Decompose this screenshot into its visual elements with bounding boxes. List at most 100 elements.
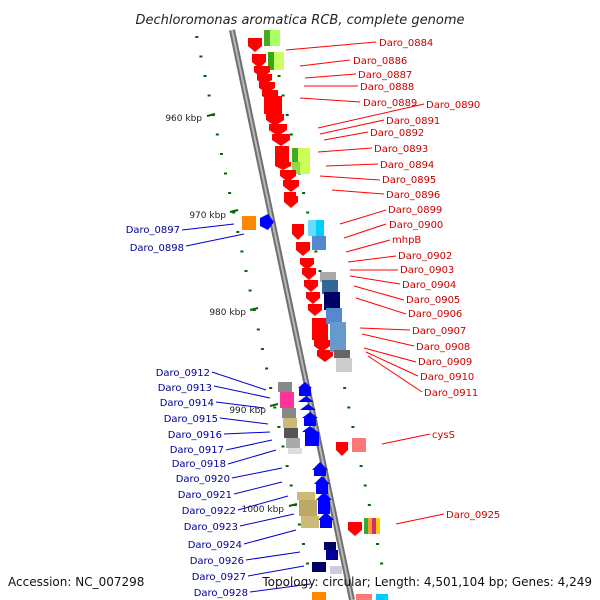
forward-gene-labels: Daro_0884 Daro_0886 Daro_0887 Daro_0888 … <box>353 38 500 521</box>
forward-strand-features <box>248 30 388 600</box>
gene-label-forward[interactable]: cysS <box>432 430 455 441</box>
gene-label-forward[interactable]: Daro_0909 <box>418 357 472 368</box>
gene-label-forward[interactable]: Daro_0894 <box>380 160 434 171</box>
gene-label-reverse[interactable]: Daro_0924 <box>188 540 242 551</box>
minor-tick <box>252 309 256 311</box>
minor-tick <box>289 133 293 136</box>
minor-tick <box>215 133 219 136</box>
minor-tick <box>343 387 347 389</box>
minor-tick <box>224 172 227 175</box>
minor-tick <box>195 36 199 38</box>
reverse-strand-features <box>242 214 342 600</box>
minor-tick <box>380 562 384 565</box>
minor-tick <box>240 250 244 253</box>
minor-tick <box>285 465 289 467</box>
minor-tick <box>236 231 240 233</box>
minor-tick <box>281 445 285 448</box>
gene-label-forward[interactable]: Daro_0891 <box>386 116 440 127</box>
gene-label-reverse[interactable]: Daro_0898 <box>130 243 184 254</box>
minor-tick <box>376 543 379 545</box>
minor-tick <box>285 114 289 116</box>
gene-label-reverse[interactable]: Daro_0923 <box>184 522 238 533</box>
gene-label-forward[interactable]: Daro_0886 <box>353 56 407 67</box>
minor-tick <box>232 211 236 214</box>
gene-label-forward[interactable]: Daro_0908 <box>416 342 470 353</box>
minor-tick <box>248 289 252 292</box>
gene-label-forward[interactable]: Daro_0893 <box>374 144 428 155</box>
minor-tick <box>260 348 264 350</box>
gene-label-reverse[interactable]: Daro_0920 <box>176 474 230 485</box>
gene-label-forward[interactable]: Daro_0910 <box>420 372 474 383</box>
minor-tick <box>256 328 260 331</box>
gene-label-forward[interactable]: Daro_0906 <box>408 309 462 320</box>
gene-label-reverse[interactable]: Daro_0928 <box>194 588 248 599</box>
gene-label-forward[interactable]: Daro_0896 <box>386 190 440 201</box>
minor-tick <box>199 55 203 58</box>
gene-label-reverse[interactable]: Daro_0918 <box>172 459 226 470</box>
gene-label-reverse[interactable]: Daro_0921 <box>178 490 232 501</box>
minor-tick <box>306 562 310 565</box>
minor-tick <box>314 250 318 253</box>
minor-tick <box>297 523 301 526</box>
minor-tick <box>281 94 285 97</box>
gene-label-reverse[interactable]: Daro_0897 <box>126 225 180 236</box>
gene-label-forward[interactable]: Daro_0911 <box>424 388 478 399</box>
minor-tick <box>359 465 363 467</box>
scale-tick-label: 960 kbp <box>165 114 202 124</box>
gene-label-reverse[interactable]: Daro_0922 <box>182 506 236 517</box>
gene-label-forward[interactable]: Daro_0905 <box>406 295 460 306</box>
minor-tick <box>302 543 305 545</box>
gene-label-forward[interactable]: Daro_0892 <box>370 128 424 139</box>
reverse-leader-lines <box>181 223 311 593</box>
minor-tick <box>207 94 211 97</box>
gene-label-reverse[interactable]: Daro_0917 <box>170 445 224 456</box>
accession-label: Accession: NC_007298 <box>8 575 144 589</box>
gene-label-forward[interactable]: Daro_0899 <box>388 205 442 216</box>
gene-label-forward[interactable]: Daro_0900 <box>389 220 443 231</box>
gene-label-forward[interactable]: Daro_0895 <box>382 175 436 186</box>
minor-tick <box>269 387 273 389</box>
gene-label-forward[interactable]: Daro_0902 <box>398 251 452 262</box>
topology-label: Topology: circular; Length: 4,501,104 bp… <box>261 575 592 589</box>
minor-tick <box>265 367 269 370</box>
minor-tick <box>228 192 232 194</box>
minor-tick <box>277 75 281 77</box>
gene-label-forward[interactable]: Daro_0888 <box>360 82 414 93</box>
gene-label-forward[interactable]: Daro_0925 <box>446 510 500 521</box>
gene-label-reverse[interactable]: Daro_0914 <box>160 398 214 409</box>
gene-label-reverse[interactable]: Daro_0913 <box>158 383 212 394</box>
gene-label-reverse[interactable]: Daro_0916 <box>168 430 222 441</box>
gene-label-reverse[interactable]: Daro_0912 <box>156 368 210 379</box>
reverse-gene-labels: Daro_0897 Daro_0898 Daro_0912 Daro_0913 … <box>126 225 248 599</box>
minor-tick <box>363 484 367 487</box>
scale-tick-label: 980 kbp <box>209 308 246 318</box>
gene-label-reverse[interactable]: Daro_0927 <box>192 572 246 583</box>
gene-label-forward[interactable]: Daro_0907 <box>412 326 466 337</box>
scale-tick-label: 1000 kbp <box>242 505 285 515</box>
scale-tick-label: 970 kbp <box>189 211 226 221</box>
gene-label-forward[interactable]: Daro_0887 <box>358 70 412 81</box>
minor-tick <box>306 211 310 214</box>
gene-label-forward[interactable]: Daro_0903 <box>400 265 454 276</box>
minor-tick <box>244 270 248 272</box>
gene-label-forward[interactable]: Daro_0889 <box>363 98 417 109</box>
gene-label-forward[interactable]: mhpB <box>392 235 421 246</box>
minor-tick <box>277 426 281 428</box>
minor-tick <box>347 406 351 409</box>
map-title: Dechloromonas aromatica RCB, complete ge… <box>135 13 464 28</box>
gene-label-reverse[interactable]: Daro_0926 <box>190 556 244 567</box>
minor-tick <box>302 192 306 194</box>
forward-leader-lines <box>285 41 445 525</box>
genome-backbone <box>229 29 355 600</box>
scale-tick-label: 990 kbp <box>229 406 266 416</box>
minor-tick <box>351 426 355 428</box>
minor-tick <box>273 406 277 409</box>
gene-label-reverse[interactable]: Daro_0915 <box>164 414 218 425</box>
minor-tick <box>203 75 207 77</box>
gene-label-forward[interactable]: Daro_0904 <box>402 280 456 291</box>
gene-label-forward[interactable]: Daro_0890 <box>426 100 480 111</box>
minor-tick <box>318 270 322 272</box>
minor-tick <box>289 484 293 487</box>
gene-label-forward[interactable]: Daro_0884 <box>379 38 433 49</box>
